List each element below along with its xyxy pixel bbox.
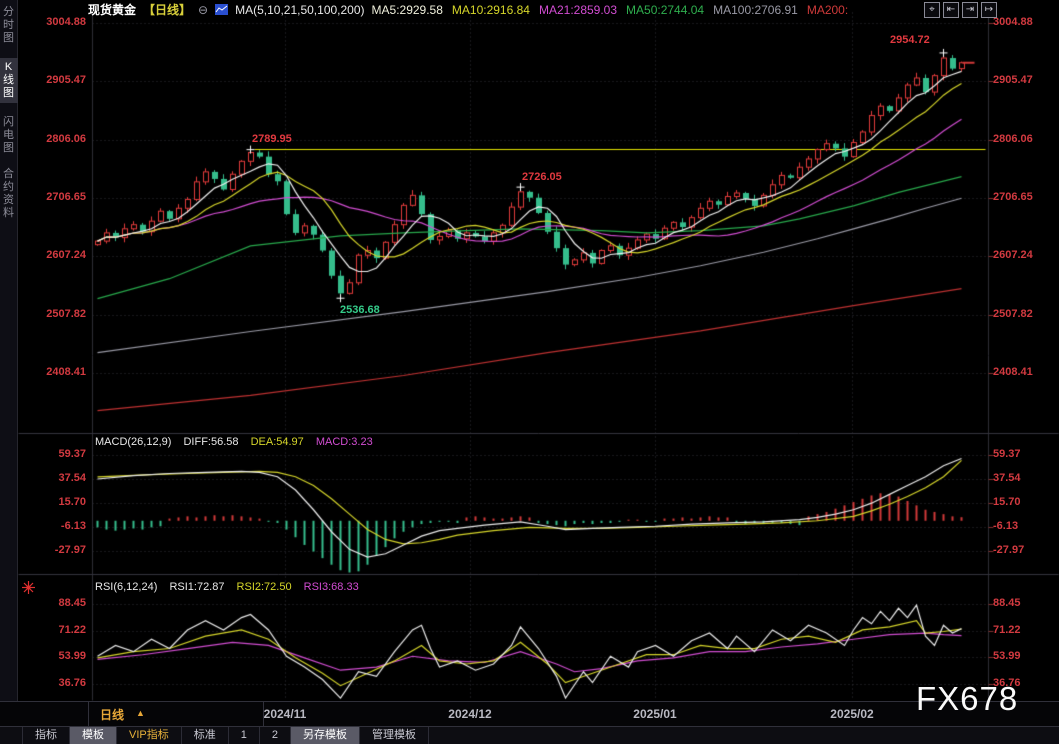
- date-label: 2025/01: [633, 707, 677, 721]
- price-axis-label-right: 2905.47: [993, 74, 1033, 87]
- price-axis-label-left: 53.99: [58, 650, 86, 663]
- ma-value-label: MA100:2706.91: [713, 2, 798, 17]
- price-axis-label-right: 2706.65: [993, 190, 1033, 203]
- price-axis-label-right: 3004.88: [993, 16, 1033, 28]
- date-label: 2024/12: [448, 707, 492, 721]
- price-axis-label-left: 59.37: [58, 448, 86, 460]
- bottom-toolbar: 指标 模板 VIP指标 标准 1 2 另存模板 管理模板: [0, 726, 1059, 744]
- chart-corner-buttons: ⌖ ⇤ ⇥ ↦: [924, 2, 997, 18]
- price-axis-label-right: 53.99: [993, 650, 1021, 663]
- ma-value-label: MA5:2929.58: [371, 2, 443, 17]
- sidebar-item-闪电图[interactable]: 闪电图: [3, 116, 14, 154]
- toolbar-tab-指标[interactable]: 指标: [23, 727, 70, 744]
- rsi-title: RSI(6,12,24): [95, 581, 158, 593]
- link-icon[interactable]: ⊖: [198, 2, 209, 17]
- rsi2-value: RSI2:72.50: [236, 581, 292, 593]
- chart-type-icon[interactable]: [215, 4, 229, 15]
- price-axis-label-right: 2607.24: [993, 249, 1033, 262]
- crosshair-icon[interactable]: ⌖: [924, 2, 940, 18]
- price-annotation: 2726.05: [522, 170, 562, 183]
- toolbar-tab-标准[interactable]: 标准: [182, 727, 229, 744]
- price-axis-label-left: 15.70: [58, 496, 86, 508]
- price-axis-label-right: -6.13: [993, 519, 1019, 532]
- rsi1-value: RSI1:72.87: [169, 581, 225, 593]
- price-axis-label-left: -6.13: [60, 519, 86, 532]
- price-axis-label-right: 36.76: [993, 677, 1021, 689]
- price-annotation: 2789.95: [252, 133, 292, 146]
- price-axis-label-left: 71.22: [58, 623, 86, 636]
- price-axis-label-right: 15.70: [993, 496, 1021, 508]
- price-axis-label-right: 37.54: [993, 471, 1021, 484]
- price-axis-label-right: -27.97: [993, 544, 1025, 556]
- price-axis-label-left: 2806.06: [46, 132, 86, 145]
- ma-value-label: MA21:2859.03: [538, 2, 618, 17]
- expand-x-icon[interactable]: ⇥: [962, 2, 978, 18]
- price-axis-label-left: 2408.41: [46, 366, 86, 378]
- price-axis-label-left: -27.97: [54, 544, 86, 556]
- rsi-header: RSI(6,12,24) RSI1:72.87 RSI2:72.50 RSI3:…: [95, 581, 368, 593]
- compress-x-icon[interactable]: ⇤: [943, 2, 959, 18]
- price-axis-label-left: 3004.88: [46, 16, 86, 28]
- ma-values: MA5:2929.58 MA10:2916.84 MA21:2859.03 MA50:…: [372, 3, 858, 17]
- price-axis-label-left: 2607.24: [46, 249, 86, 262]
- price-axis-label-right: 59.37: [993, 448, 1021, 460]
- date-axis-separator: [263, 702, 264, 727]
- period-selector[interactable]: 日线: [100, 708, 125, 722]
- price-axis-label-left: 2905.47: [46, 74, 86, 87]
- toolbar-tab-另存模板[interactable]: 另存模板: [290, 727, 360, 744]
- watermark: FX678: [916, 680, 1019, 717]
- price-axis-label-right: 2408.41: [993, 366, 1033, 378]
- price-axis-label-left: 88.45: [58, 597, 86, 609]
- macd-dea-value: DEA:54.97: [250, 436, 304, 448]
- price-axis-label-right: 71.22: [993, 623, 1021, 636]
- date-axis: 日线 ▲ 2024/11 2024/12 2025/01 2025/02: [0, 701, 1059, 727]
- price-axis-label-left: 37.54: [58, 471, 86, 484]
- price-axis-label-left: 2706.65: [46, 190, 86, 203]
- macd-header: MACD(26,12,9) DIFF:56.58 DEA:54.97 MACD:…: [95, 436, 382, 448]
- ma-value-label: MA50:2744.04: [626, 2, 705, 17]
- toolbar-tab-VIP指标[interactable]: VIP指标: [117, 727, 182, 744]
- symbol-title: 现货黄金: [88, 3, 137, 17]
- macd-title: MACD(26,12,9): [95, 436, 172, 448]
- rsi3-value: RSI3:68.33: [303, 581, 359, 593]
- date-label: 2024/11: [263, 707, 307, 721]
- indicator-alert-icon: [22, 581, 35, 599]
- macd-diff-value: DIFF:56.58: [183, 436, 239, 448]
- sidebar-item-合约资料[interactable]: 合约资料: [3, 168, 14, 219]
- ma-settings-label[interactable]: MA(5,10,21,50,100,200): [235, 2, 365, 17]
- toolbar-tab-管理模板[interactable]: 管理模板: [360, 727, 429, 744]
- macd-hist-value: MACD:3.23: [315, 436, 373, 448]
- sidebar-item-分时图[interactable]: 分时图: [3, 6, 14, 44]
- price-axis-label-right: 88.45: [993, 597, 1021, 609]
- price-annotation: 2536.68: [340, 303, 380, 316]
- date-label: 2025/02: [830, 707, 874, 721]
- shift-right-icon[interactable]: ↦: [981, 2, 997, 18]
- price-annotation: 2954.72: [890, 34, 930, 47]
- toolbar-tab-2[interactable]: 2: [260, 727, 291, 744]
- period-arrow-icon[interactable]: ▲: [136, 708, 145, 718]
- period-tag: 【日线】: [143, 3, 192, 17]
- toolbar-tab-模板[interactable]: 模板: [70, 727, 117, 744]
- date-axis-separator: [88, 702, 89, 727]
- toolbar-tab-1[interactable]: 1: [229, 727, 260, 744]
- ma-value-label: MA200:: [806, 2, 849, 17]
- price-axis-label-left: 36.76: [58, 677, 86, 689]
- toolbar-spacer: [0, 727, 23, 744]
- price-axis-label-right: 2507.82: [993, 307, 1033, 320]
- ma-value-label: MA10:2916.84: [451, 2, 530, 17]
- chart-header: 现货黄金 【日线】 ⊖ MA(5,10,21,50,100,200) MA5:2…: [18, 0, 1059, 19]
- price-axis-label-right: 2806.06: [993, 132, 1033, 145]
- price-axis-label-left: 2507.82: [46, 307, 86, 320]
